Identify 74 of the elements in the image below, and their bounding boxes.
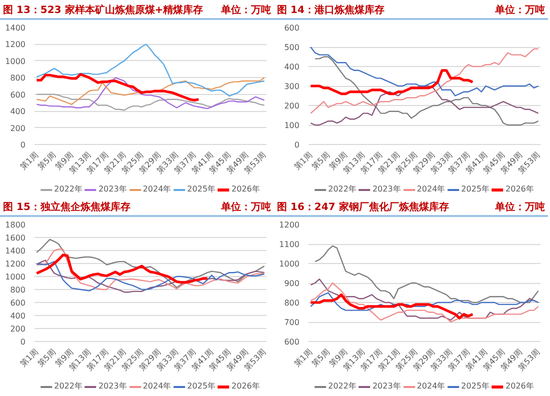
legend-label: 2025年 (187, 380, 216, 392)
legend-label: 2026年 (232, 380, 260, 392)
chart-subtitle: 单位：万吨 (221, 4, 271, 18)
y-tick-label: 1200 (5, 40, 26, 50)
line-series (36, 238, 265, 288)
y-tick-label: 100 (284, 121, 300, 130)
y-tick-label: 1100 (279, 240, 300, 249)
y-tick-label: 1600 (5, 234, 26, 242)
chart-subtitle: 单位：万吨 (495, 201, 545, 215)
y-tick-label: 1200 (279, 220, 300, 230)
legend-label: 2023年 (372, 184, 401, 194)
legend-label: 2024年 (142, 380, 172, 392)
y-tick-label: 600 (10, 298, 26, 308)
y-tick-label: 300 (284, 82, 300, 91)
chart-title: 图 14：港口炼焦煤库存 (277, 4, 384, 18)
line-series (314, 56, 539, 126)
y-tick-label: 600 (284, 338, 300, 346)
y-tick-label: 200 (10, 324, 26, 334)
line-series (314, 245, 539, 304)
line-series (310, 48, 539, 114)
legend-label: 2025年 (187, 184, 216, 194)
y-tick-label: 0 (20, 140, 26, 150)
y-tick-label: 1400 (5, 24, 26, 32)
line-series (35, 73, 200, 102)
y-tick-label: 1000 (5, 272, 26, 282)
y-tick-label: 1000 (5, 56, 26, 66)
y-tick-label: 200 (10, 124, 26, 133)
line-series (309, 69, 474, 96)
line-series (310, 292, 539, 311)
y-tick-label: 800 (284, 298, 300, 308)
line-series (36, 44, 265, 97)
legend-label: 2022年 (54, 184, 82, 194)
line-series (36, 94, 265, 111)
y-tick-label: 600 (10, 90, 26, 100)
y-tick-label: 800 (10, 74, 26, 83)
y-tick-label: 400 (10, 312, 26, 320)
y-tick-label: 500 (284, 43, 300, 52)
chart-title: 图 15：独立焦企炼焦煤库存 (3, 201, 130, 215)
legend-label: 2022年 (328, 380, 356, 392)
line-series (310, 85, 539, 126)
y-tick-label: 900 (284, 279, 300, 288)
y-tick-label: 200 (284, 102, 300, 110)
legend-label: 2023年 (98, 380, 127, 392)
chart-subtitle: 单位：万吨 (495, 4, 545, 18)
y-tick-label: 1200 (5, 260, 26, 268)
y-tick-label: 600 (284, 24, 300, 32)
legend-label: 2022年 (328, 184, 356, 194)
chart-subtitle: 单位：万吨 (221, 201, 271, 215)
legend-label: 2023年 (372, 380, 401, 392)
line-series (309, 293, 474, 320)
legend-label: 2022年 (54, 380, 82, 392)
line-series (36, 248, 265, 290)
y-tick-label: 1000 (279, 260, 300, 268)
y-tick-label: 0 (20, 338, 26, 346)
y-tick-label: 700 (284, 318, 300, 327)
y-tick-label: 1800 (5, 220, 26, 230)
legend-label: 2025年 (461, 380, 490, 392)
chart-title: 图 16：247 家钢厂焦化厂炼焦煤库存 (277, 201, 449, 215)
legend-label: 2025年 (461, 184, 490, 194)
y-tick-label: 400 (284, 62, 300, 72)
line-series (310, 46, 539, 96)
legend-label: 2024年 (142, 184, 172, 194)
legend-label: 2024年 (416, 184, 446, 194)
line-series (35, 254, 209, 284)
legend-label: 2026年 (232, 184, 260, 194)
y-tick-label: 0 (294, 140, 300, 150)
legend-label: 2026年 (506, 184, 534, 194)
legend-label: 2023年 (98, 184, 127, 194)
legend-label: 2024年 (416, 380, 446, 392)
y-tick-label: 1400 (5, 246, 26, 256)
legend-label: 2026年 (506, 380, 534, 392)
y-tick-label: 800 (10, 286, 26, 294)
y-tick-label: 400 (10, 107, 26, 116)
chart-title: 图 13：523 家样本矿山炼焦原煤+精煤库存 (3, 4, 204, 18)
